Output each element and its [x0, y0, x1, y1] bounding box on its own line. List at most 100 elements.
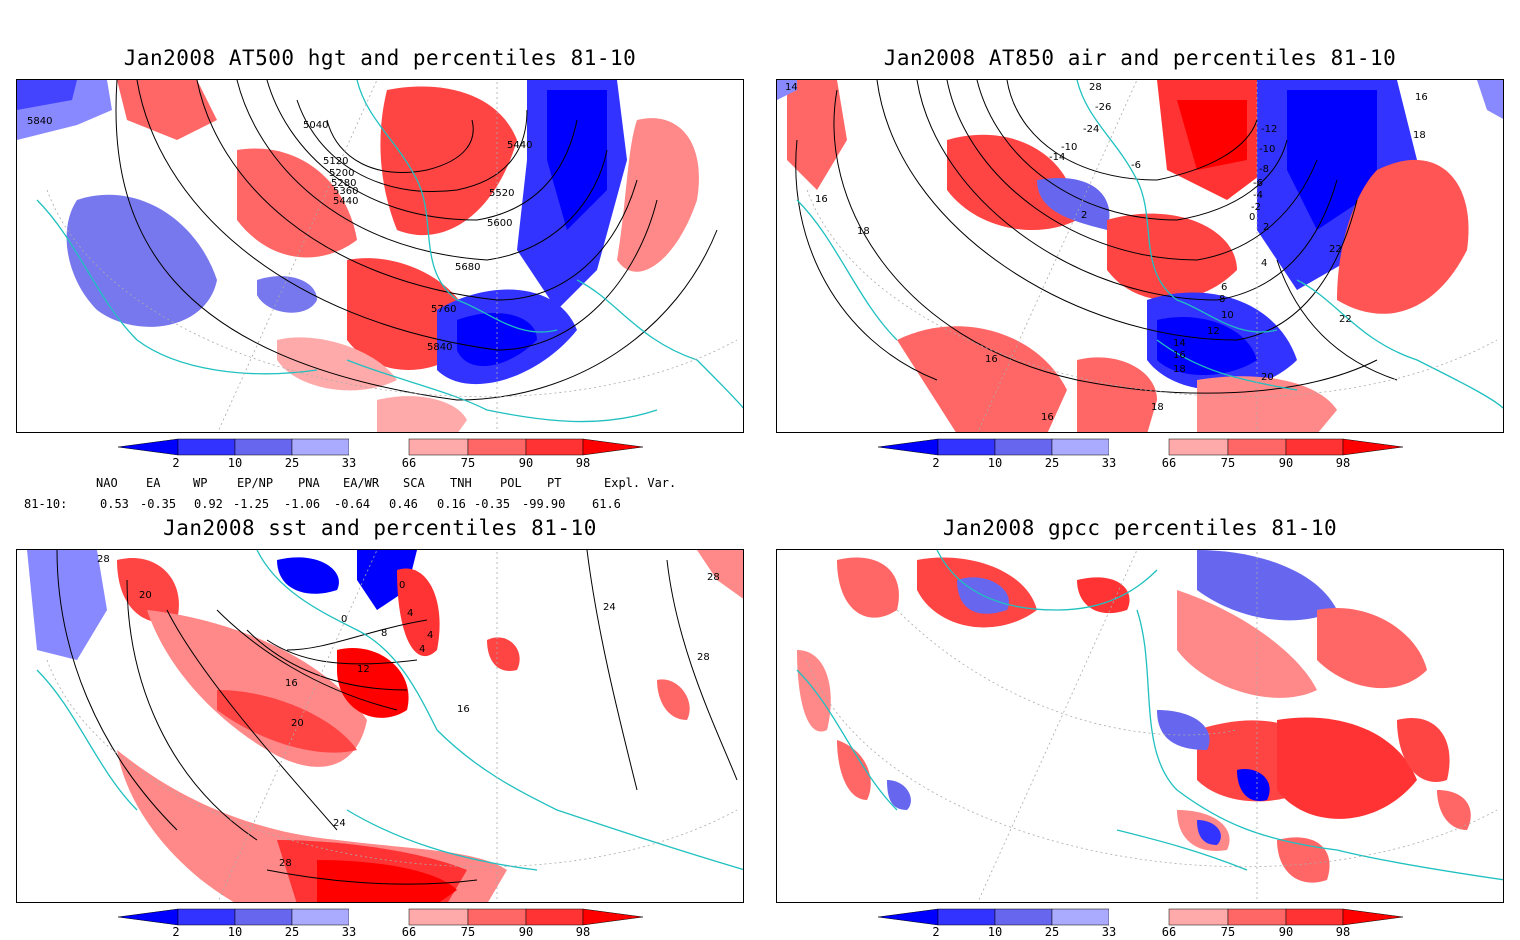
svg-text:28: 28	[1089, 82, 1102, 93]
map-sst-canvas: 28 20 0 0 4 8 4 4 16 12 20 16 24 28 28 2…	[27, 550, 743, 902]
temperature-contours	[795, 80, 1398, 394]
geopotential-contours	[115, 80, 718, 401]
map-hgt500-canvas: 5840 5040 5120 5200 5280 5360 5440 5440 …	[17, 80, 743, 432]
svg-text:16: 16	[985, 354, 998, 365]
tele-header: PT	[547, 476, 562, 490]
percentile-shading	[777, 80, 1503, 432]
tele-header: SCA	[403, 476, 425, 490]
tele-value: -0.35	[474, 497, 511, 511]
map-hgt500: 5840 5040 5120 5200 5280 5360 5440 5440 …	[16, 79, 744, 433]
svg-text:0: 0	[341, 614, 347, 625]
tele-value: -0.35	[140, 497, 177, 511]
svg-text:12: 12	[1207, 326, 1220, 337]
svg-text:5520: 5520	[489, 188, 514, 199]
coastlines	[796, 550, 1503, 881]
contour-labels: 5840 5040 5120 5200 5280 5360 5440 5440 …	[27, 116, 532, 353]
grid-lines	[806, 550, 1498, 902]
svg-text:18: 18	[1413, 130, 1426, 141]
tele-value: -1.06	[284, 497, 321, 511]
colorbar-sst: 2 10 25 33 66 75 90 98	[117, 908, 644, 940]
svg-text:16: 16	[1041, 412, 1054, 423]
svg-text:2: 2	[1081, 210, 1087, 221]
svg-text:5600: 5600	[487, 218, 512, 229]
svg-text:-2: -2	[1251, 202, 1261, 213]
coastlines	[796, 80, 1503, 409]
svg-text:5840: 5840	[427, 342, 452, 353]
svg-text:16: 16	[815, 194, 828, 205]
colorbar-hgt500-bar	[117, 438, 644, 456]
contour-labels: 14 28 -26 -24 -14 -10 -6 -12 -10 -8 -6 -…	[785, 82, 1428, 423]
svg-text:5440: 5440	[507, 140, 532, 151]
svg-text:-10: -10	[1061, 142, 1077, 153]
svg-text:16: 16	[457, 704, 470, 715]
map-air850: 14 28 -26 -24 -14 -10 -6 -12 -10 -8 -6 -…	[776, 79, 1504, 433]
coastlines	[36, 550, 743, 871]
colorbar-air850-bar	[877, 438, 1404, 456]
panel-title-gpcc: Jan2008 gpcc percentiles 81-10	[942, 516, 1338, 540]
svg-text:4: 4	[427, 630, 433, 641]
grid-lines	[46, 80, 738, 432]
svg-text:5280: 5280	[331, 178, 356, 189]
sst-contours	[56, 550, 738, 885]
svg-text:20: 20	[139, 590, 152, 601]
svg-text:2: 2	[1263, 222, 1269, 233]
svg-text:5760: 5760	[431, 304, 456, 315]
svg-text:-4: -4	[1253, 190, 1263, 201]
tele-value: -1.25	[233, 497, 270, 511]
tele-value: 61.6	[592, 497, 621, 511]
svg-text:28: 28	[279, 858, 292, 869]
colorbar-gpcc-bar	[877, 908, 1404, 926]
svg-text:8: 8	[1219, 294, 1225, 305]
svg-text:22: 22	[1339, 314, 1352, 325]
svg-text:24: 24	[603, 602, 616, 613]
svg-text:8: 8	[381, 628, 387, 639]
svg-text:16: 16	[1415, 92, 1428, 103]
svg-text:28: 28	[707, 572, 720, 583]
svg-text:20: 20	[1261, 372, 1274, 383]
svg-text:10: 10	[1221, 310, 1234, 321]
svg-text:12: 12	[357, 664, 370, 675]
tele-value: 0.92	[194, 497, 223, 511]
svg-text:4: 4	[419, 644, 425, 655]
colorbar-gpcc: 2 10 25 33 66 75 90 98	[877, 908, 1404, 940]
svg-text:-12: -12	[1261, 124, 1277, 135]
svg-text:-26: -26	[1095, 102, 1111, 113]
svg-text:-8: -8	[1259, 164, 1269, 175]
map-gpcc	[776, 549, 1504, 903]
svg-text:18: 18	[1151, 402, 1164, 413]
grid-lines	[806, 80, 1498, 432]
svg-text:5120: 5120	[323, 156, 348, 167]
svg-text:-6: -6	[1131, 160, 1141, 171]
map-sst: 28 20 0 0 4 8 4 4 16 12 20 16 24 28 28 2…	[16, 549, 744, 903]
svg-text:16: 16	[285, 678, 298, 689]
panel-title-hgt500: Jan2008 AT500 hgt and percentiles 81-10	[123, 46, 637, 70]
svg-text:5440: 5440	[333, 196, 358, 207]
grid-lines	[46, 550, 738, 902]
tele-header: EA/WR	[343, 476, 380, 490]
svg-text:6: 6	[1221, 282, 1227, 293]
svg-text:16: 16	[1173, 350, 1186, 361]
svg-text:22: 22	[1329, 244, 1342, 255]
svg-text:5680: 5680	[455, 262, 480, 273]
tele-value: 0.46	[389, 497, 418, 511]
tele-value: -0.64	[334, 497, 371, 511]
svg-text:5840: 5840	[27, 116, 52, 127]
svg-text:20: 20	[291, 718, 304, 729]
tele-header: POL	[500, 476, 522, 490]
svg-text:28: 28	[97, 554, 110, 565]
svg-text:-10: -10	[1259, 144, 1275, 155]
svg-text:0: 0	[399, 580, 405, 591]
tele-header: EA	[146, 476, 161, 490]
coastlines	[36, 80, 743, 423]
tele-value: 0.53	[100, 497, 129, 511]
svg-text:14: 14	[1173, 338, 1186, 349]
svg-text:24: 24	[333, 818, 346, 829]
contour-labels: 28 20 0 0 4 8 4 4 16 12 20 16 24 28 28 2…	[97, 554, 720, 869]
svg-text:5200: 5200	[329, 168, 354, 179]
svg-text:18: 18	[1173, 364, 1186, 375]
panel-title-sst: Jan2008 sst and percentiles 81-10	[163, 516, 597, 540]
tele-value: 0.16	[437, 497, 466, 511]
svg-text:18: 18	[857, 226, 870, 237]
tele-header: Expl. Var.	[604, 476, 677, 490]
svg-text:14: 14	[785, 82, 798, 93]
